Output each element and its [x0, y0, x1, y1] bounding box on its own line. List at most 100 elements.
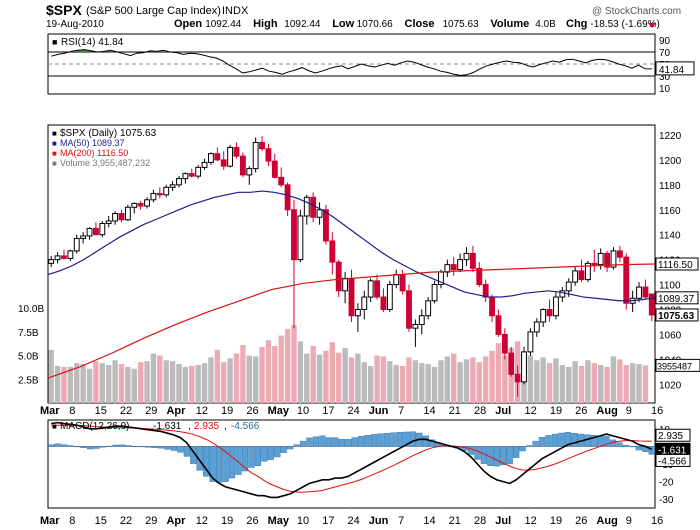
stat-value: 4.0B [535, 19, 556, 30]
macd-signal-line [51, 424, 652, 493]
macd-histogram-bar [571, 433, 578, 447]
volume-bar [150, 353, 157, 403]
volume-bar [540, 357, 546, 403]
date-label: Jul [495, 515, 511, 527]
volume-bar [182, 366, 189, 403]
volume-bar [259, 346, 265, 403]
price-legend-label: Volume 3,955,487,232 [60, 158, 150, 168]
macd-histogram-bar [267, 446, 274, 460]
macd-histogram-bar [383, 433, 391, 447]
candle-up [610, 250, 617, 268]
volume-bar [374, 355, 380, 403]
ma50-tag [655, 291, 699, 305]
macd-histogram-bar [293, 444, 300, 447]
volume-bar [393, 365, 399, 403]
ma200-tag-label: 1116.50 [658, 260, 693, 271]
volume-bar [54, 365, 61, 403]
macd-histogram-bar [325, 437, 333, 447]
price-tick-label: 1200 [659, 156, 682, 167]
macd-histogram-bar [545, 435, 552, 447]
volume-bar [214, 349, 221, 403]
volume-bar [623, 365, 629, 403]
candle-up [636, 286, 642, 299]
volume-bar [86, 368, 93, 403]
candle-down [642, 286, 649, 298]
macd-histogram-bar [603, 436, 610, 447]
date-label: 16 [651, 405, 663, 417]
macd-histogram-bar [170, 446, 178, 451]
volume-bar [233, 353, 240, 403]
macd-histogram-bar [390, 432, 397, 447]
candle-up [533, 321, 540, 333]
date-label: 21 [449, 515, 461, 527]
macd-histogram-bar [364, 435, 371, 447]
price-tick-label: 1100 [659, 281, 681, 292]
price-tick-label: 1220 [659, 131, 682, 142]
date-label: 10 [297, 405, 309, 417]
macd-histogram-bar [61, 444, 68, 447]
date-label: 24 [348, 515, 360, 527]
volume-bar [74, 363, 80, 403]
macd-tick-label: -30 [659, 495, 674, 506]
date-label: May [268, 515, 290, 527]
volume-bar [476, 362, 482, 403]
volume-bar [431, 366, 438, 403]
macd-histogram-bar [196, 446, 203, 471]
date-label: 16 [651, 515, 663, 527]
macd-histogram-bar [513, 446, 520, 458]
candle-up [297, 215, 304, 261]
stat-label: Close [405, 18, 435, 30]
candle-down [508, 352, 515, 375]
candle-down [259, 141, 265, 150]
candle-down [469, 252, 476, 269]
candle-up [584, 262, 591, 281]
date-label: 8 [69, 405, 75, 417]
candle-up [553, 296, 559, 317]
date-label: 8 [69, 515, 75, 527]
candle-up [559, 290, 566, 298]
date-label: 12 [525, 515, 537, 527]
watermark: @ StockCharts.com [592, 6, 681, 17]
date-label: Aug [596, 515, 617, 527]
price-panel: 1220120011801160114011201100108010601040… [18, 124, 700, 404]
rsi-level-label: 30 [659, 72, 671, 83]
macd-value: -1.631 [153, 421, 182, 432]
volume-bar [412, 360, 419, 403]
date-label: Aug [596, 405, 617, 417]
stat-value: 1070.66 [357, 19, 394, 30]
volume-bar [189, 365, 195, 403]
rsi-level-label: 90 [659, 36, 671, 47]
rsi-legend-swatch: ■ [52, 37, 57, 47]
header-date: 19-Aug-2010 [46, 19, 104, 30]
date-label: 28 [474, 405, 486, 417]
volume-bar [131, 368, 137, 403]
volume-bar [265, 340, 272, 403]
stat-label: Volume [490, 18, 529, 30]
close-tag [655, 308, 699, 322]
rsi-line [51, 49, 652, 76]
date-label: 26 [575, 515, 587, 527]
candle-up [246, 168, 253, 176]
price-frame [47, 124, 656, 404]
candle-down [92, 227, 99, 236]
volume-bar [534, 360, 540, 403]
rsi-level-label: 10 [659, 84, 671, 95]
candle-down [233, 146, 240, 157]
stat-value: 1092.44 [284, 19, 321, 30]
candle-up [316, 209, 323, 218]
volume-bar [246, 355, 252, 403]
date-label: 17 [322, 515, 334, 527]
volume-bar [642, 365, 649, 403]
candle-up [54, 255, 61, 261]
macd-histogram-bar [403, 431, 410, 447]
volume-bar [342, 347, 348, 403]
macd-histogram-bar [622, 444, 630, 447]
volume-bar [489, 350, 495, 403]
macd-histogram-bar [299, 440, 307, 447]
volume-bar [425, 364, 431, 403]
candle-up [252, 141, 259, 170]
volume-bar [597, 365, 604, 403]
candle-up [527, 331, 534, 353]
date-label: 26 [246, 405, 258, 417]
